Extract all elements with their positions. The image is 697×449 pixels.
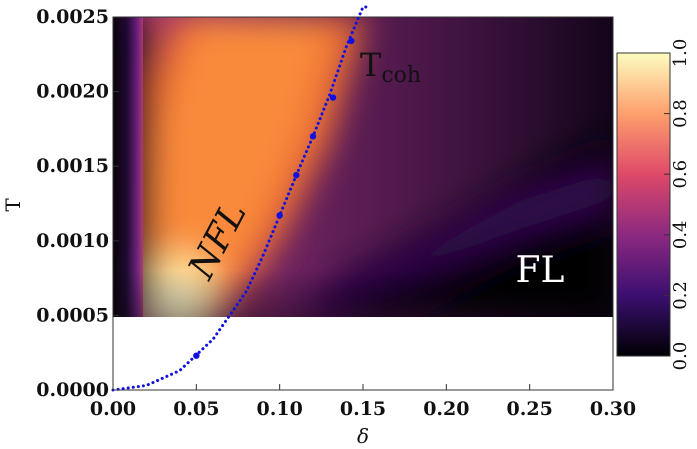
x-tick-label: 0.05	[173, 398, 219, 420]
y-tick-label: 0.0005	[36, 304, 109, 326]
colorbar-ticks: 0.0 0.2 0.4 0.6 0.8 1.0	[664, 39, 691, 371]
y-tick-label: 0.0025	[36, 6, 109, 28]
tcoh-point	[309, 133, 317, 140]
x-axis: 0.00 0.05 0.10 0.15 0.20 0.25 0.30	[90, 384, 636, 420]
y-axis-title: T	[1, 198, 25, 212]
x-tick-label: 0.30	[590, 398, 636, 420]
colorbar	[616, 52, 671, 357]
tcoh-label: Tcoh	[360, 46, 421, 88]
y-tick-label: 0.0010	[36, 230, 109, 252]
heatmap	[113, 17, 613, 317]
x-tick-label: 0.25	[507, 398, 553, 420]
tcoh-points	[193, 37, 355, 359]
x-tick-label: 0.15	[340, 398, 386, 420]
tcoh-fit-curve	[111, 5, 370, 392]
colorbar-tick-label: 0.8	[670, 99, 691, 128]
x-axis-title: δ	[357, 424, 369, 448]
y-tick-label: 0.0020	[36, 81, 109, 103]
colorbar-tick-label: 0.0	[670, 342, 691, 371]
colorbar-tick-label: 0.4	[670, 220, 691, 249]
colorbar-tick-label: 0.6	[670, 160, 691, 189]
tcoh-point	[329, 94, 337, 101]
tcoh-base: T	[360, 46, 382, 84]
y-axis: 0.0000 0.0005 0.0010 0.0015 0.0020 0.0025	[36, 6, 119, 401]
colorbar-tick-label: 1.0	[670, 39, 691, 68]
tcoh-point	[276, 212, 283, 219]
tcoh-point	[348, 37, 355, 45]
fl-label: FL	[516, 250, 565, 291]
x-tick-label: 0.10	[257, 398, 303, 420]
x-tick-label: 0.00	[90, 398, 136, 420]
y-tick-label: 0.0015	[36, 155, 109, 177]
tcoh-point	[293, 171, 300, 179]
tcoh-subscript: coh	[381, 63, 421, 88]
x-tick-label: 0.20	[423, 398, 469, 420]
y-tick-label: 0.0000	[36, 379, 109, 401]
colorbar-tick-label: 0.2	[670, 281, 691, 310]
tcoh-point	[193, 352, 200, 359]
